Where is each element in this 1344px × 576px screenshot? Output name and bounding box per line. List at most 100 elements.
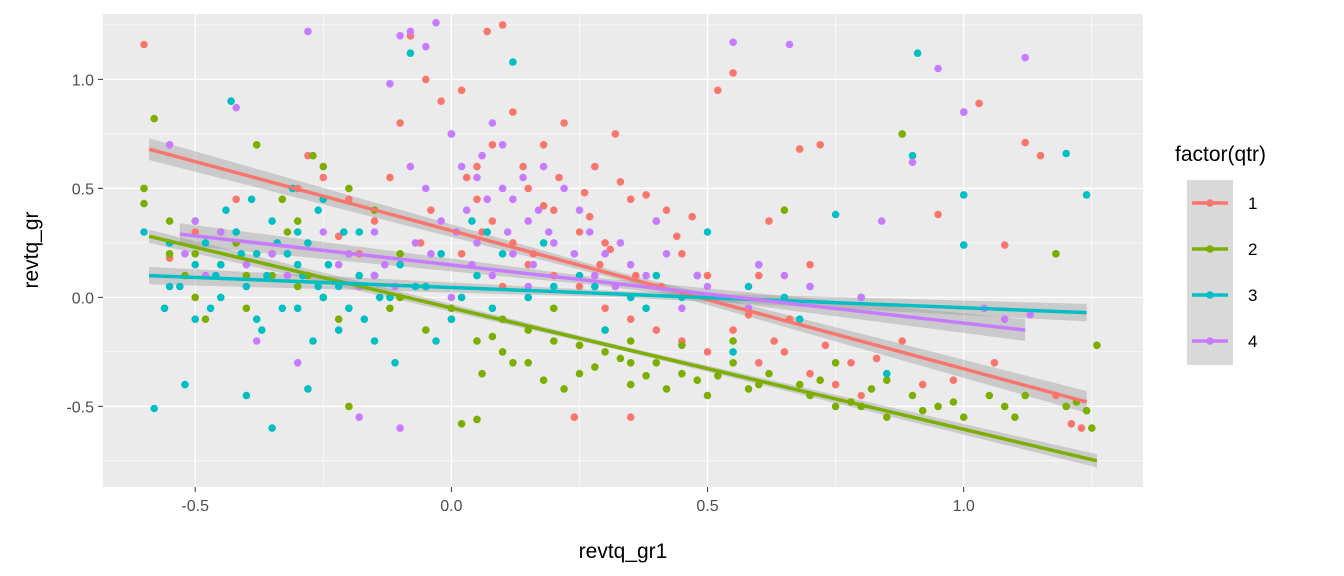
point-qtr-1 xyxy=(632,271,640,280)
point-qtr-4 xyxy=(457,162,466,171)
point-qtr-1 xyxy=(580,188,589,197)
point-qtr-3 xyxy=(908,151,917,160)
point-qtr-2 xyxy=(678,369,686,378)
point-qtr-2 xyxy=(457,420,466,428)
point-qtr-3 xyxy=(304,239,312,247)
point-qtr-1 xyxy=(816,141,824,149)
point-qtr-2 xyxy=(616,354,625,363)
point-qtr-4 xyxy=(934,64,942,73)
point-qtr-4 xyxy=(877,217,886,225)
point-qtr-1 xyxy=(570,413,579,422)
point-qtr-3 xyxy=(242,391,251,400)
point-qtr-4 xyxy=(503,228,512,236)
point-qtr-1 xyxy=(975,99,983,108)
point-qtr-1 xyxy=(386,173,394,182)
point-qtr-4 xyxy=(181,250,189,258)
point-qtr-4 xyxy=(1026,311,1035,319)
point-qtr-4 xyxy=(601,250,609,258)
point-qtr-1 xyxy=(437,97,445,105)
point-qtr-4 xyxy=(381,260,389,269)
point-qtr-2 xyxy=(242,304,251,313)
y-axis-title: revtq_gr xyxy=(20,211,43,288)
point-qtr-1 xyxy=(673,232,681,241)
point-qtr-2 xyxy=(883,376,891,385)
point-qtr-3 xyxy=(217,293,225,302)
point-qtr-1 xyxy=(539,141,548,149)
point-qtr-3 xyxy=(191,260,199,269)
point-qtr-2 xyxy=(473,415,481,424)
point-qtr-1 xyxy=(652,326,661,334)
point-qtr-3 xyxy=(355,228,364,236)
point-qtr-2 xyxy=(883,413,891,422)
y-axis: -0.5 0.0 0.5 1.0 xyxy=(66,72,103,416)
point-qtr-4 xyxy=(386,80,394,88)
point-qtr-1 xyxy=(140,40,148,49)
point-qtr-3 xyxy=(883,369,891,378)
x-tick-label: 0.0 xyxy=(440,498,462,515)
point-qtr-2 xyxy=(319,162,328,171)
point-qtr-2 xyxy=(140,199,148,208)
point-qtr-2 xyxy=(283,228,292,236)
point-qtr-2 xyxy=(509,359,517,367)
point-qtr-3 xyxy=(314,206,323,214)
point-qtr-2 xyxy=(703,391,712,400)
point-qtr-1 xyxy=(847,359,855,367)
point-qtr-1 xyxy=(703,271,712,280)
point-qtr-4 xyxy=(524,217,532,225)
y-tick-label: 1.0 xyxy=(72,72,94,89)
point-qtr-2 xyxy=(729,337,737,345)
point-qtr-2 xyxy=(575,369,584,378)
point-qtr-1 xyxy=(596,260,604,269)
point-qtr-2 xyxy=(252,141,261,149)
point-qtr-2 xyxy=(278,195,287,204)
point-qtr-3 xyxy=(309,337,317,345)
point-qtr-1 xyxy=(780,348,789,356)
point-qtr-1 xyxy=(703,348,712,356)
point-qtr-2 xyxy=(626,359,635,367)
point-qtr-4 xyxy=(544,228,553,236)
point-qtr-4 xyxy=(1021,53,1029,62)
point-qtr-3 xyxy=(242,282,251,291)
point-qtr-2 xyxy=(831,359,840,367)
point-qtr-1 xyxy=(334,232,343,241)
point-qtr-2 xyxy=(591,363,599,371)
point-qtr-1 xyxy=(688,212,696,221)
point-qtr-1 xyxy=(626,413,635,422)
point-qtr-1 xyxy=(755,271,763,280)
legend-key-point xyxy=(1206,337,1214,345)
point-qtr-2 xyxy=(908,391,917,400)
point-qtr-1 xyxy=(524,184,532,193)
point-qtr-1 xyxy=(555,173,563,182)
legend-keys: 1 2 3 4 xyxy=(1187,180,1257,365)
point-qtr-4 xyxy=(626,260,635,269)
point-qtr-3 xyxy=(293,260,302,269)
point-qtr-1 xyxy=(509,108,517,116)
point-qtr-2 xyxy=(201,315,210,324)
point-qtr-4 xyxy=(283,271,292,280)
point-qtr-4 xyxy=(703,282,712,291)
legend-title: factor(qtr) xyxy=(1175,143,1266,166)
point-qtr-3 xyxy=(1062,149,1070,158)
point-qtr-4 xyxy=(319,228,328,236)
point-qtr-1 xyxy=(806,260,814,269)
point-qtr-2 xyxy=(765,369,773,378)
point-qtr-3 xyxy=(703,228,712,236)
point-qtr-2 xyxy=(550,337,558,345)
point-qtr-3 xyxy=(524,293,532,302)
x-axis-title: revtq_gr1 xyxy=(579,540,668,563)
point-qtr-1 xyxy=(1036,151,1045,160)
point-qtr-4 xyxy=(693,271,702,280)
point-qtr-2 xyxy=(662,385,671,393)
point-qtr-1 xyxy=(831,380,840,389)
point-qtr-3 xyxy=(319,293,328,302)
point-qtr-3 xyxy=(181,380,189,389)
point-qtr-3 xyxy=(304,385,312,393)
point-qtr-3 xyxy=(176,282,184,291)
point-qtr-3 xyxy=(247,195,256,204)
point-qtr-4 xyxy=(355,413,364,422)
point-qtr-4 xyxy=(755,260,763,269)
point-qtr-3 xyxy=(150,404,158,413)
point-qtr-4 xyxy=(560,184,568,193)
point-qtr-1 xyxy=(662,206,671,214)
point-qtr-1 xyxy=(509,239,517,247)
